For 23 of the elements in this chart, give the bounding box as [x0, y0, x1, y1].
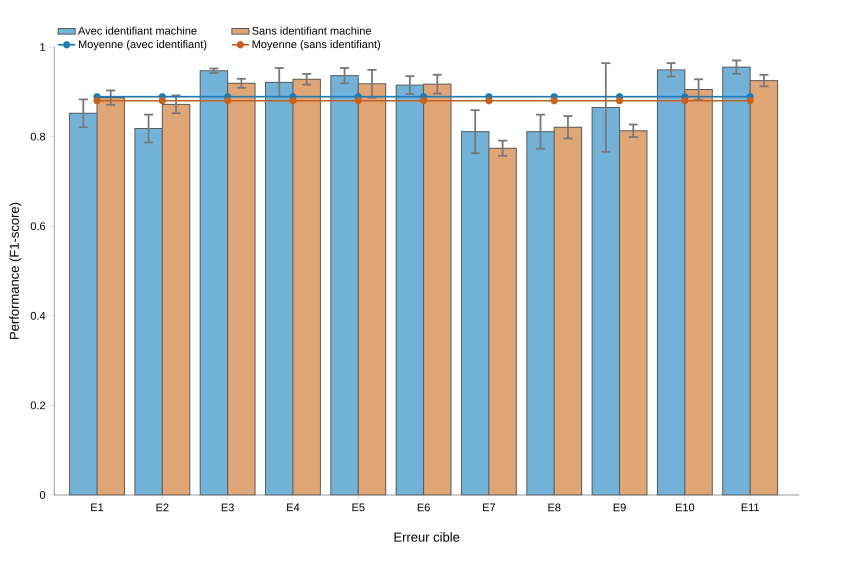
- y-tick-label: 0.2: [30, 402, 46, 410]
- x-axis-title: Erreur cible: [394, 532, 460, 542]
- y-tick-label: 1: [40, 43, 46, 51]
- x-tick-label: E5: [352, 504, 365, 512]
- legend-label: Sans identifiant machine: [252, 26, 372, 35]
- legend-label: Moyenne (sans identifiant): [252, 40, 380, 50]
- x-tick-label: E10: [676, 504, 694, 512]
- x-tick-label: E3: [222, 504, 234, 512]
- y-tick-label: 0.8: [30, 132, 46, 140]
- y-tick-label: 0.4: [30, 312, 46, 320]
- x-tick-label: E4: [287, 504, 300, 512]
- x-tick-label: E1: [91, 504, 104, 512]
- y-tick-label: 0: [40, 491, 46, 499]
- legend-label: Moyenne (avec identifiant): [78, 40, 206, 50]
- x-tick-label: E9: [614, 504, 626, 512]
- y-tick-label: 0.6: [30, 222, 46, 230]
- x-tick-label: E2: [156, 504, 168, 512]
- x-tick-label: E8: [548, 504, 560, 512]
- y-axis-title: Performance (F1-score): [9, 202, 22, 339]
- x-tick-label: E6: [418, 504, 430, 512]
- legend-label: Avec identifiant machine: [78, 26, 197, 35]
- x-tick-label: E7: [483, 504, 496, 512]
- x-tick-label: E11: [742, 504, 760, 512]
